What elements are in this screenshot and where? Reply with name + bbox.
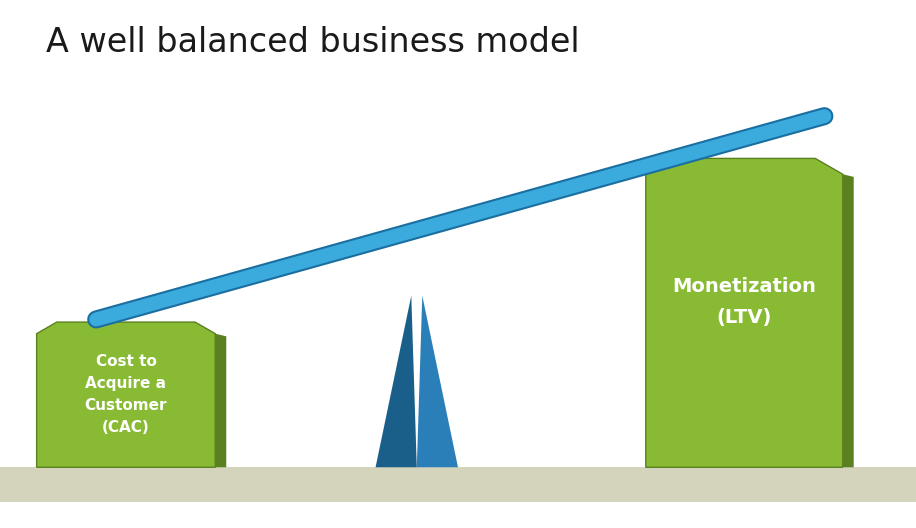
Polygon shape: [843, 174, 854, 467]
Polygon shape: [37, 322, 215, 467]
Text: Monetization
(LTV): Monetization (LTV): [672, 277, 816, 327]
Polygon shape: [646, 158, 843, 467]
Polygon shape: [417, 296, 458, 467]
Polygon shape: [215, 334, 226, 467]
Text: A well balanced business model: A well balanced business model: [46, 26, 580, 60]
Text: Cost to
Acquire a
Customer
(CAC): Cost to Acquire a Customer (CAC): [84, 354, 168, 436]
Bar: [0, 467, 916, 502]
Polygon shape: [376, 296, 417, 467]
